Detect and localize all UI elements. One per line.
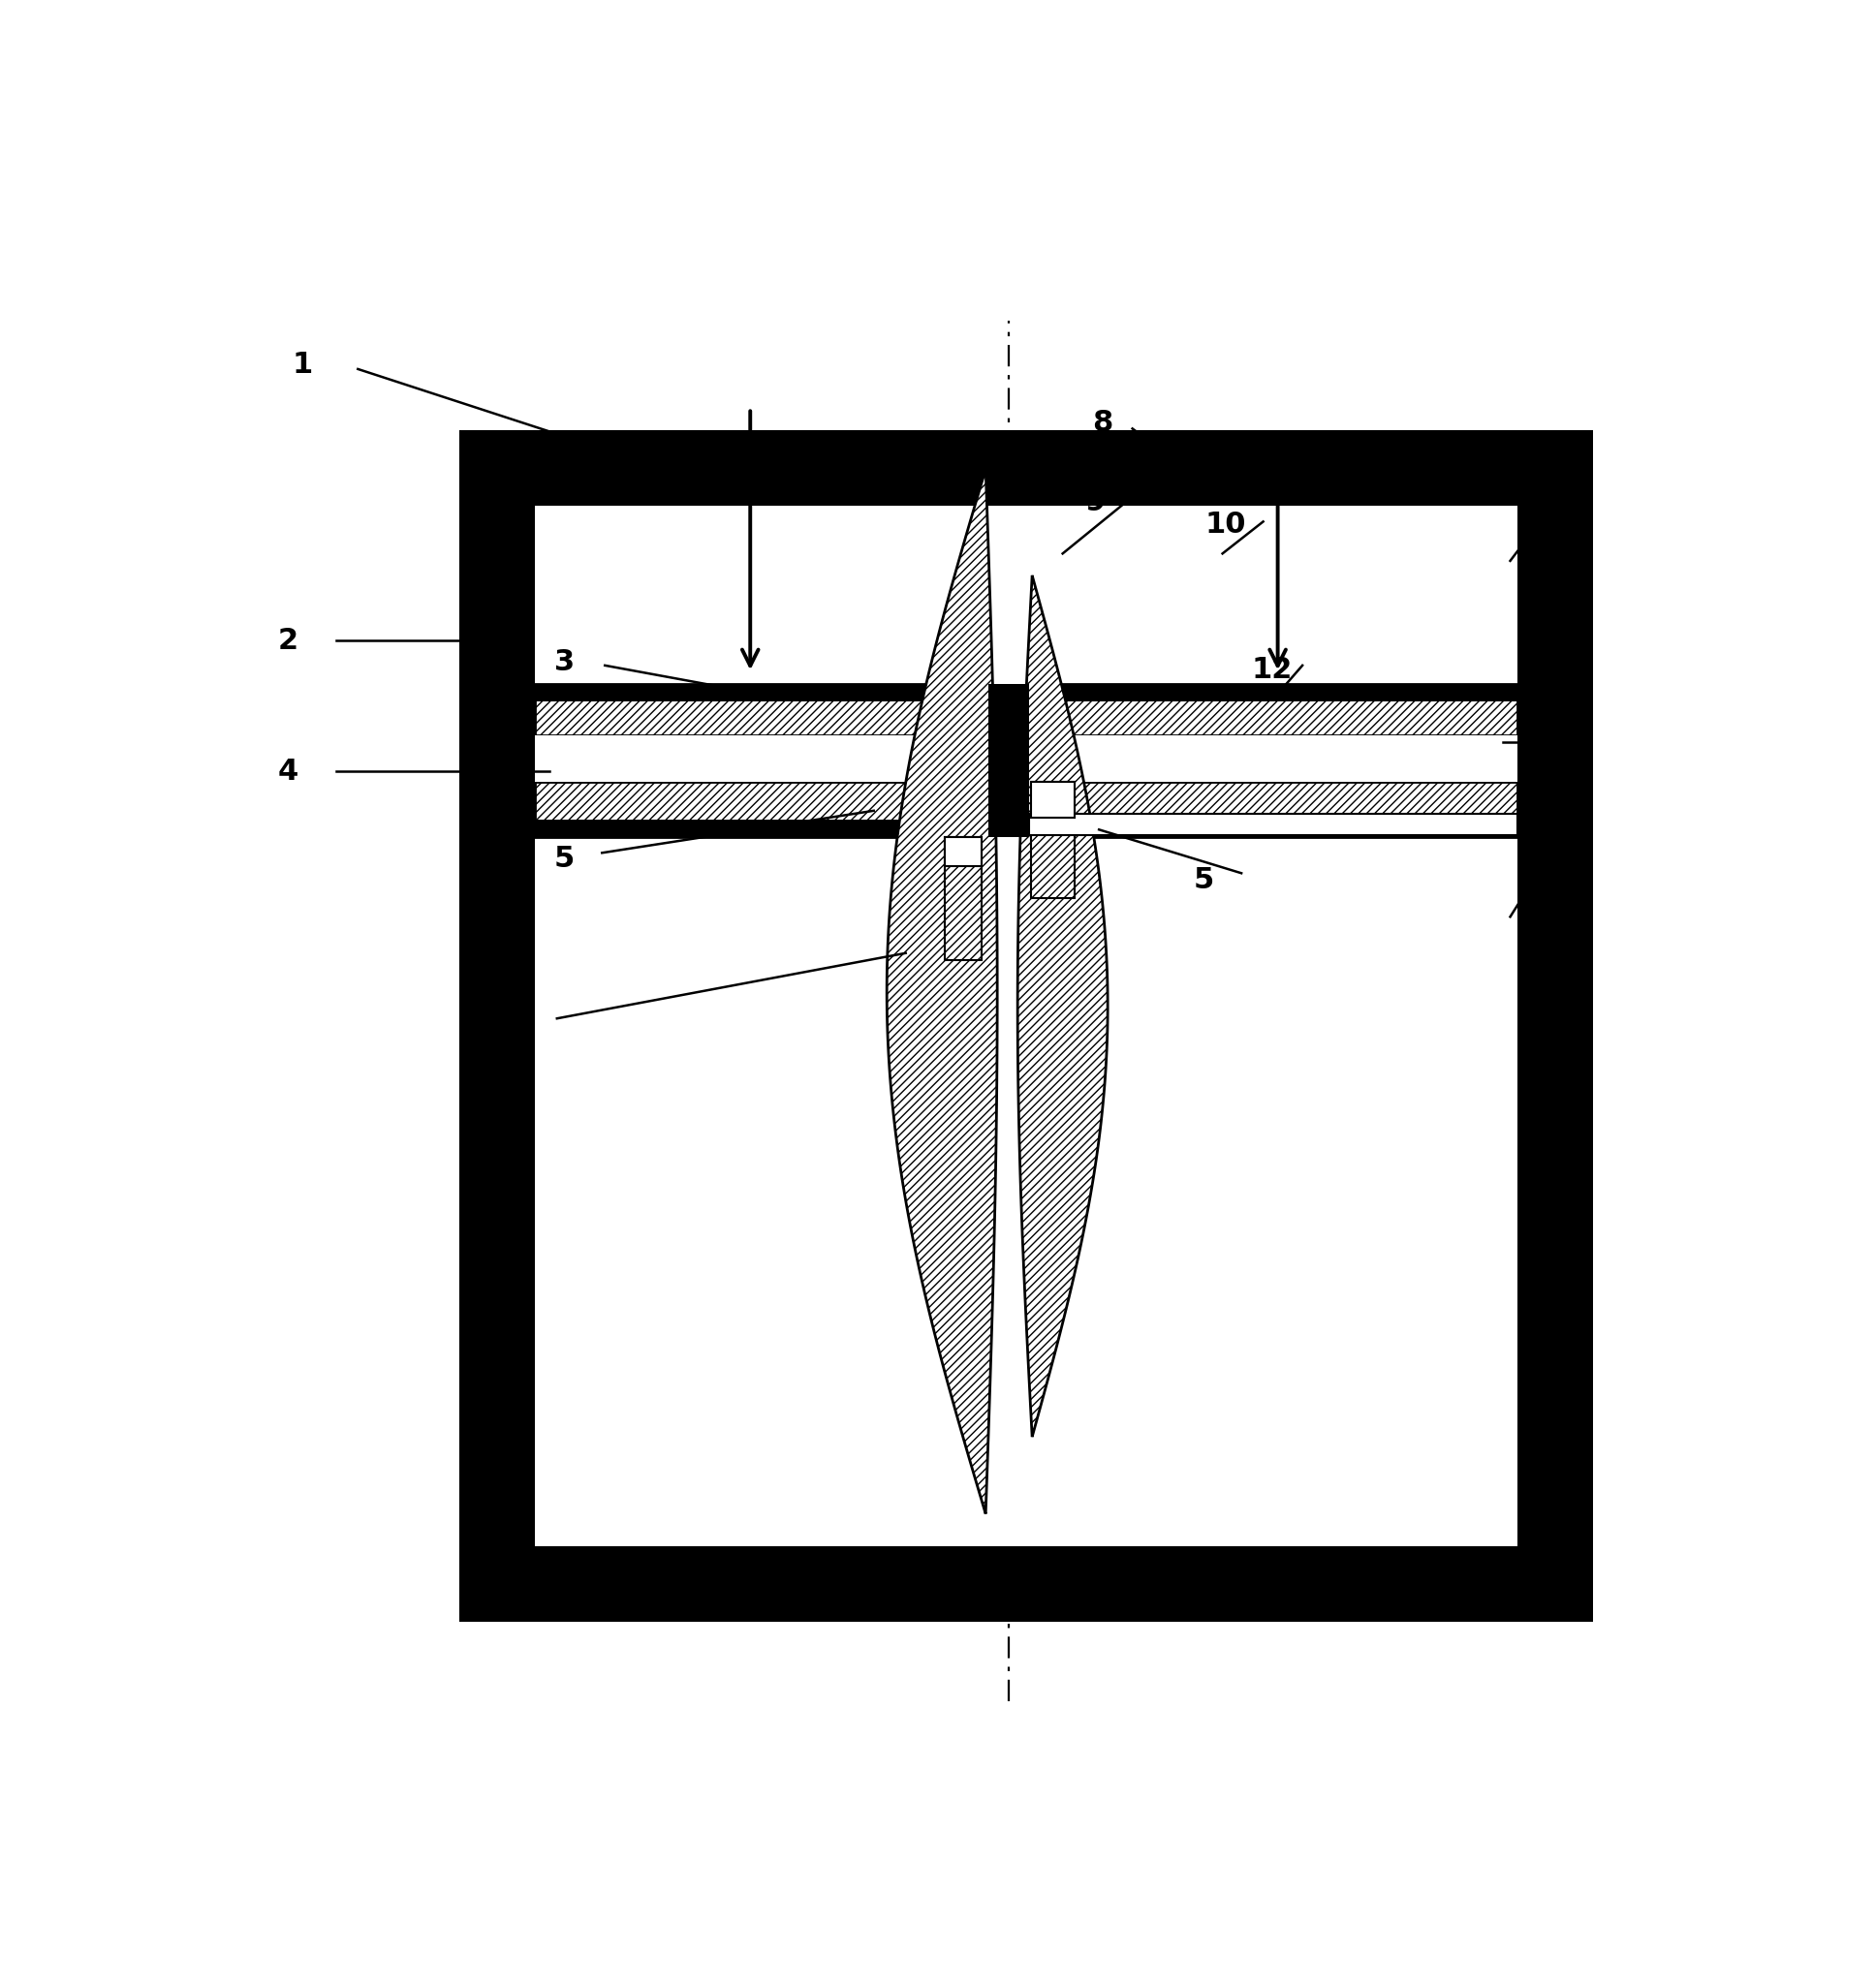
Bar: [534, 736, 988, 781]
Text: 7: 7: [459, 1127, 480, 1155]
Text: 1: 1: [292, 350, 313, 380]
Bar: [459, 1547, 1594, 1622]
Bar: [534, 505, 1517, 1547]
Text: 4: 4: [1556, 728, 1577, 757]
Text: 11: 11: [1554, 495, 1596, 525]
Bar: [534, 781, 988, 837]
Bar: [945, 837, 981, 960]
Bar: [1029, 684, 1517, 702]
Text: 7: 7: [1549, 853, 1569, 881]
Bar: [988, 684, 1029, 837]
Bar: [534, 684, 988, 736]
Bar: [1029, 813, 1517, 835]
Bar: [459, 429, 534, 1622]
Text: 8: 8: [1091, 410, 1112, 437]
Bar: [1029, 736, 1517, 781]
Bar: [1029, 781, 1517, 837]
Bar: [1031, 781, 1074, 899]
Polygon shape: [1018, 575, 1108, 1437]
Bar: [1517, 429, 1594, 1622]
Bar: [534, 684, 988, 702]
Bar: [1031, 781, 1074, 817]
Text: 10: 10: [1206, 511, 1247, 539]
Text: 9: 9: [1084, 489, 1104, 517]
Text: 4: 4: [278, 757, 298, 785]
Bar: [534, 819, 988, 837]
Text: 2: 2: [278, 626, 298, 654]
Bar: [945, 837, 981, 867]
Bar: [1029, 819, 1517, 837]
Text: 5: 5: [1194, 867, 1213, 895]
Text: 6: 6: [502, 1012, 523, 1040]
Text: 3: 3: [555, 648, 574, 676]
Bar: [1029, 684, 1517, 736]
Bar: [459, 429, 1594, 505]
Text: 12: 12: [1252, 656, 1292, 684]
Polygon shape: [887, 469, 998, 1515]
Text: 5: 5: [555, 845, 574, 873]
